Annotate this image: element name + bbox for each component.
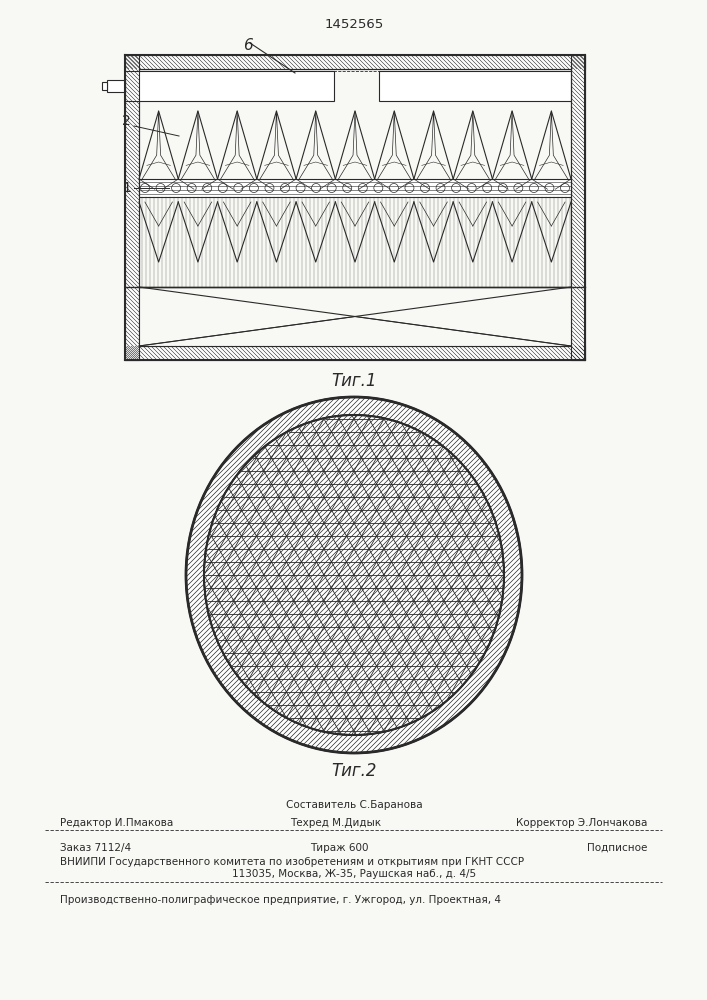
Text: Производственно-полиграфическое предприятие, г. Ужгород, ул. Проектная, 4: Производственно-полиграфическое предприя…: [60, 895, 501, 905]
Text: 1: 1: [122, 181, 131, 195]
Ellipse shape: [204, 415, 504, 735]
Ellipse shape: [186, 397, 522, 753]
Bar: [125, 71, 334, 101]
Circle shape: [265, 184, 274, 192]
Text: Составитель С.Баранова: Составитель С.Баранова: [286, 800, 422, 810]
Circle shape: [172, 184, 180, 192]
Circle shape: [514, 184, 523, 192]
Text: Тираж 600: Тираж 600: [310, 843, 368, 853]
Circle shape: [390, 184, 398, 192]
Circle shape: [296, 184, 305, 192]
Text: Техред М.Дидык: Техред М.Дидык: [290, 818, 381, 828]
Text: Корректор Э.Лончакова: Корректор Э.Лончакова: [515, 818, 647, 828]
Circle shape: [250, 184, 258, 192]
Text: Заказ 7112/4: Заказ 7112/4: [60, 843, 131, 853]
Text: Τиг.2: Τиг.2: [332, 762, 377, 780]
Text: 2: 2: [122, 114, 131, 128]
Circle shape: [530, 184, 539, 192]
Circle shape: [187, 184, 196, 192]
Circle shape: [405, 184, 414, 192]
Circle shape: [141, 184, 149, 192]
Text: 113035, Москва, Ж-35, Раушская наб., д. 4/5: 113035, Москва, Ж-35, Раушская наб., д. …: [232, 869, 476, 879]
Bar: [102, 82, 107, 90]
Text: Подписное: Подписное: [587, 843, 647, 853]
Ellipse shape: [204, 415, 504, 735]
Circle shape: [234, 184, 243, 192]
Circle shape: [312, 184, 320, 192]
Bar: [139, 179, 571, 197]
Circle shape: [281, 184, 289, 192]
Circle shape: [374, 184, 382, 192]
Circle shape: [545, 184, 554, 192]
Bar: [125, 346, 585, 360]
Text: 1452565: 1452565: [325, 18, 384, 31]
Circle shape: [561, 184, 570, 192]
Circle shape: [421, 184, 429, 192]
Circle shape: [203, 184, 211, 192]
Circle shape: [483, 184, 492, 192]
Circle shape: [498, 184, 508, 192]
Circle shape: [452, 184, 461, 192]
Text: 6: 6: [243, 38, 253, 53]
Bar: [571, 55, 585, 360]
Bar: [125, 55, 585, 69]
Bar: [379, 71, 571, 101]
Bar: [107, 80, 125, 92]
Bar: [125, 55, 139, 360]
Circle shape: [436, 184, 445, 192]
Circle shape: [358, 184, 367, 192]
Circle shape: [218, 184, 227, 192]
Circle shape: [156, 184, 165, 192]
Text: ВНИИПИ Государственного комитета по изобретениям и открытиям при ГКНТ СССР: ВНИИПИ Государственного комитета по изоб…: [60, 857, 524, 867]
Text: Τиг.1: Τиг.1: [332, 372, 377, 390]
Text: Редактор И.Пмакова: Редактор И.Пмакова: [60, 818, 173, 828]
Circle shape: [327, 184, 336, 192]
Circle shape: [343, 184, 351, 192]
Bar: [139, 287, 571, 346]
Circle shape: [467, 184, 477, 192]
